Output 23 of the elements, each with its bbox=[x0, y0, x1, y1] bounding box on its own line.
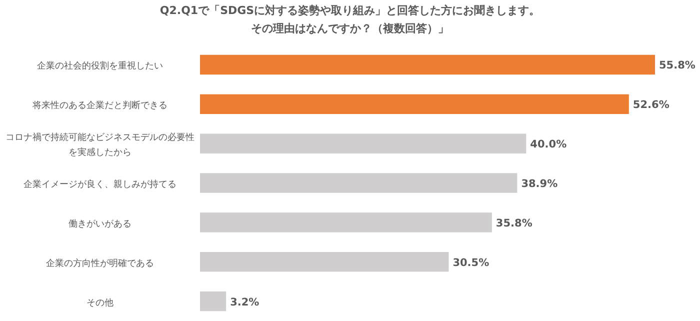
data-label: 35.8% bbox=[496, 217, 533, 230]
bar bbox=[200, 173, 518, 193]
y-tick-label: 働きがいがある bbox=[68, 218, 132, 230]
bar bbox=[200, 252, 449, 272]
data-label: 3.2% bbox=[230, 296, 260, 308]
bar bbox=[200, 291, 226, 312]
chart-subtitle: その理由はなんですか？（複数回答）」 bbox=[251, 22, 449, 35]
y-tick-label: 将来性のある企業だと判断できる bbox=[32, 100, 168, 112]
bar bbox=[200, 134, 526, 154]
data-label: 40.0% bbox=[530, 138, 568, 151]
bar bbox=[200, 212, 492, 232]
data-label: 52.6% bbox=[632, 99, 670, 112]
y-tick-label: コロナ禍で持続可能なビジネスモデルの必要性を実感したから bbox=[6, 132, 194, 158]
bar bbox=[200, 94, 629, 114]
data-label: 30.5% bbox=[452, 256, 490, 269]
y-tick-label: 企業の方向性が明確である bbox=[46, 258, 154, 269]
bar bbox=[200, 54, 655, 75]
y-tick-label: 企業の社会的役割を重視したい bbox=[37, 60, 163, 72]
data-label: 38.9% bbox=[521, 178, 558, 190]
y-tick-label: その他 bbox=[86, 297, 114, 308]
data-label: 55.8% bbox=[659, 60, 696, 72]
y-tick-label: 企業イメージが良く、親しみが持てる bbox=[24, 179, 176, 190]
chart-title: Q2.Q1で「SDGSに対する姿勢や取り組み」と回答した方にお聞きします。 bbox=[160, 4, 540, 17]
